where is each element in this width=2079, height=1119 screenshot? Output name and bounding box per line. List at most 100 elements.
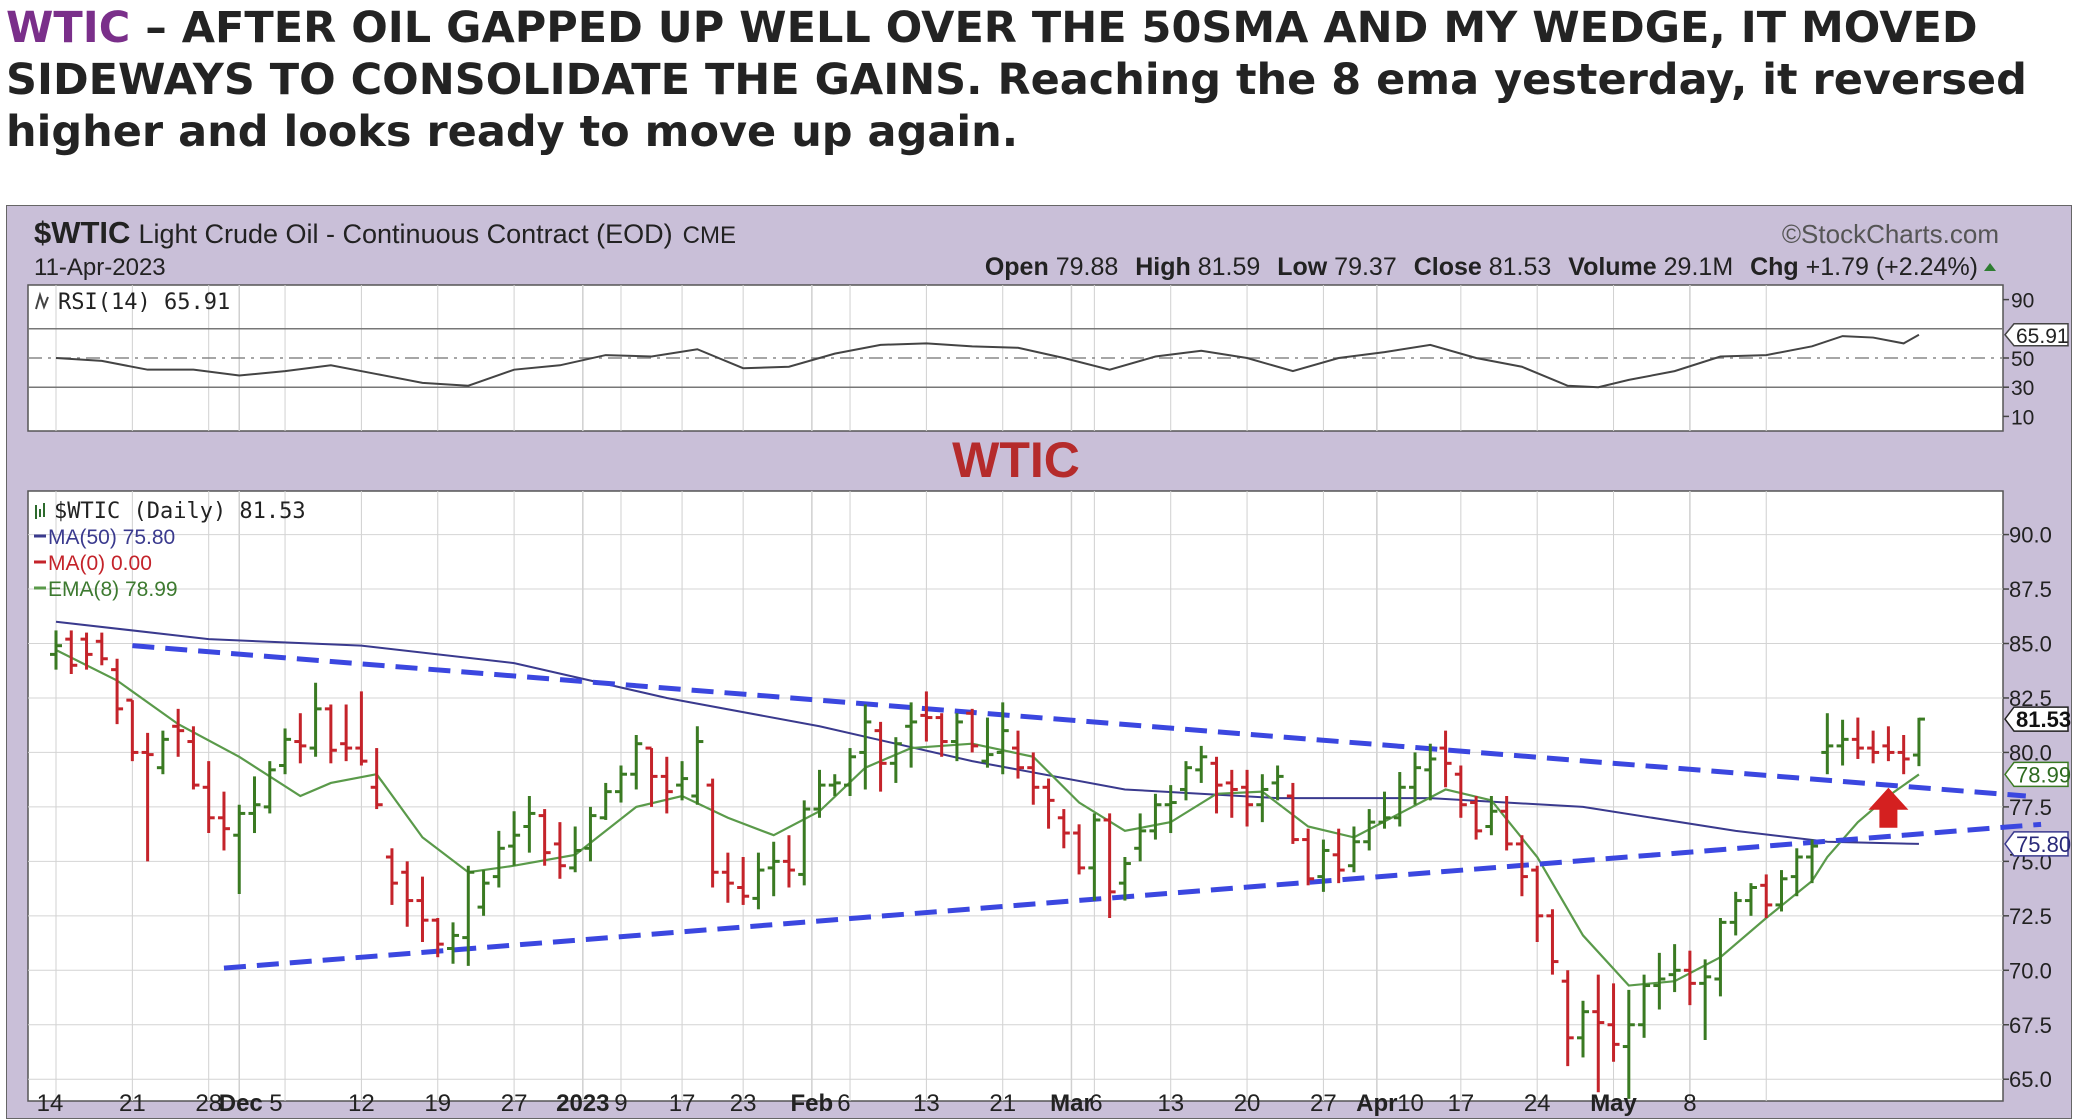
ohlc-bar (65, 630, 78, 674)
ohlc-bar (1409, 752, 1422, 805)
ohlc-bar (1179, 761, 1192, 801)
price-tag-label: 78.99 (2016, 762, 2071, 787)
ohlc-bar (447, 922, 460, 964)
x-tick-label: 19 (424, 1090, 451, 1117)
y-tick-label: 70.0 (2009, 958, 2052, 983)
ohlc-volume-value: 29.1M (1664, 253, 1733, 281)
ohlc-bar (1378, 791, 1391, 829)
ohlc-bar (309, 682, 322, 757)
ohlc-bar (1729, 891, 1742, 936)
ohlc-bar (95, 632, 108, 666)
rsi-legend-icon (35, 291, 49, 310)
price-legend-icon (35, 503, 45, 519)
x-tick-label: 21 (119, 1090, 146, 1117)
ohlc-bar (1760, 874, 1773, 918)
ma50-line (55, 620, 1919, 845)
ohlc-bar (645, 746, 658, 807)
ohlc-bar (1393, 772, 1406, 827)
price-tag (2004, 706, 2069, 732)
ohlc-bar (1027, 752, 1040, 805)
x-tick-label: 2023 (556, 1090, 609, 1117)
ohlc-bar (1775, 870, 1788, 912)
ohlc-bar (1653, 952, 1666, 1010)
ohlc-bar (1744, 883, 1757, 916)
ohlc-bar (1699, 959, 1712, 1040)
ohlc-bar (1302, 828, 1315, 886)
ohlc-bar (355, 691, 368, 766)
chart-header-line: $WTIC Light Crude Oil - Continuous Contra… (34, 215, 736, 250)
y-tick-label: 80.0 (2009, 740, 2052, 765)
ohlc-bar (1439, 730, 1452, 788)
ohlc-bar (1271, 765, 1284, 801)
ohlc-bar (294, 713, 307, 764)
ohlc-bar (172, 708, 185, 757)
ohlc-bar (1882, 726, 1895, 762)
price-legend: $WTIC (Daily) 81.53 MA(50) 75.80 MA(0) 0… (34, 499, 306, 601)
price-tag-label: 75.80 (2016, 832, 2071, 857)
ohlc-low-value: 79.37 (1334, 253, 1397, 281)
ohlc-bar (721, 852, 734, 903)
ohlc-bar (263, 761, 276, 814)
ohlc-bar (905, 702, 918, 768)
ohlc-bar (1500, 796, 1513, 851)
x-tick-label: Apr (1356, 1090, 1397, 1117)
headline-dash: – (130, 3, 182, 53)
x-tick-label: 5 (269, 1090, 282, 1117)
ohlc-bar (233, 804, 246, 895)
x-tick-label: 27 (501, 1090, 528, 1117)
ohlc-bar (1042, 778, 1055, 829)
ohlc-bar (1912, 717, 1925, 767)
headline-ticker: WTIC (6, 3, 131, 53)
ohlc-bar (584, 806, 597, 862)
rsi-tick-label: 50 (2011, 348, 2034, 371)
ohlc-bar (248, 776, 261, 834)
ohlc-bar (1485, 796, 1498, 836)
x-tick-label: 12 (348, 1090, 375, 1117)
ohlc-bar (1103, 813, 1116, 918)
ohlc-bar (737, 857, 750, 905)
ohlc-high-label: High (1135, 253, 1191, 281)
ohlc-bar (828, 774, 841, 796)
ohlc-bar (1607, 983, 1620, 1062)
ohlc-bar (217, 791, 230, 851)
ohlc-close-label: Close (1414, 253, 1482, 281)
ohlc-bar (1134, 813, 1147, 862)
ohlc-bar (1790, 848, 1803, 897)
ohlc-bar (187, 726, 200, 790)
ohlc-bar (1317, 839, 1330, 892)
ohlc-bar (1332, 828, 1345, 884)
ohlc-bar (1088, 813, 1101, 901)
ohlc-bar (1210, 756, 1223, 814)
ohlc-bar (1546, 909, 1559, 975)
rsi-legend: RSI(14) 65.91 (58, 290, 230, 315)
header-date: 11-Apr-2023 (34, 254, 166, 281)
ohlc-bar (401, 861, 414, 927)
legend-ma50: MA(50) 75.80 (48, 526, 175, 549)
y-tick-label: 90.0 (2009, 523, 2052, 548)
x-tick-label: May (1590, 1090, 1637, 1117)
x-tick-label: 20 (1234, 1090, 1261, 1117)
x-tick-label: 21 (989, 1090, 1016, 1117)
ohlc-bar (80, 632, 93, 670)
x-tick-label: 13 (913, 1090, 940, 1117)
ohlc-bar (1531, 865, 1544, 942)
ohlc-bar (111, 658, 124, 725)
ohlc-bar (981, 717, 994, 768)
ohlc-bar (874, 721, 887, 792)
x-tick-label: 10 (1397, 1090, 1424, 1117)
price-tag (2004, 761, 2069, 788)
y-tick-label: 85.0 (2009, 632, 2052, 657)
ohlc-bar (813, 769, 826, 818)
ohlc-bar (966, 708, 979, 753)
overlay-title: WTIC (952, 432, 1080, 488)
lower-trendline (223, 821, 2042, 971)
ohlc-bar (141, 732, 154, 862)
scrollbar-stub[interactable] (2056, 205, 2072, 245)
ohlc-bar (1164, 785, 1177, 834)
ohlc-bar (385, 848, 398, 905)
rsi-tick-label: 90 (2011, 290, 2034, 313)
ohlc-bar (1363, 809, 1376, 851)
ohlc-bar (1561, 970, 1574, 1067)
ohlc-bar (324, 704, 337, 764)
